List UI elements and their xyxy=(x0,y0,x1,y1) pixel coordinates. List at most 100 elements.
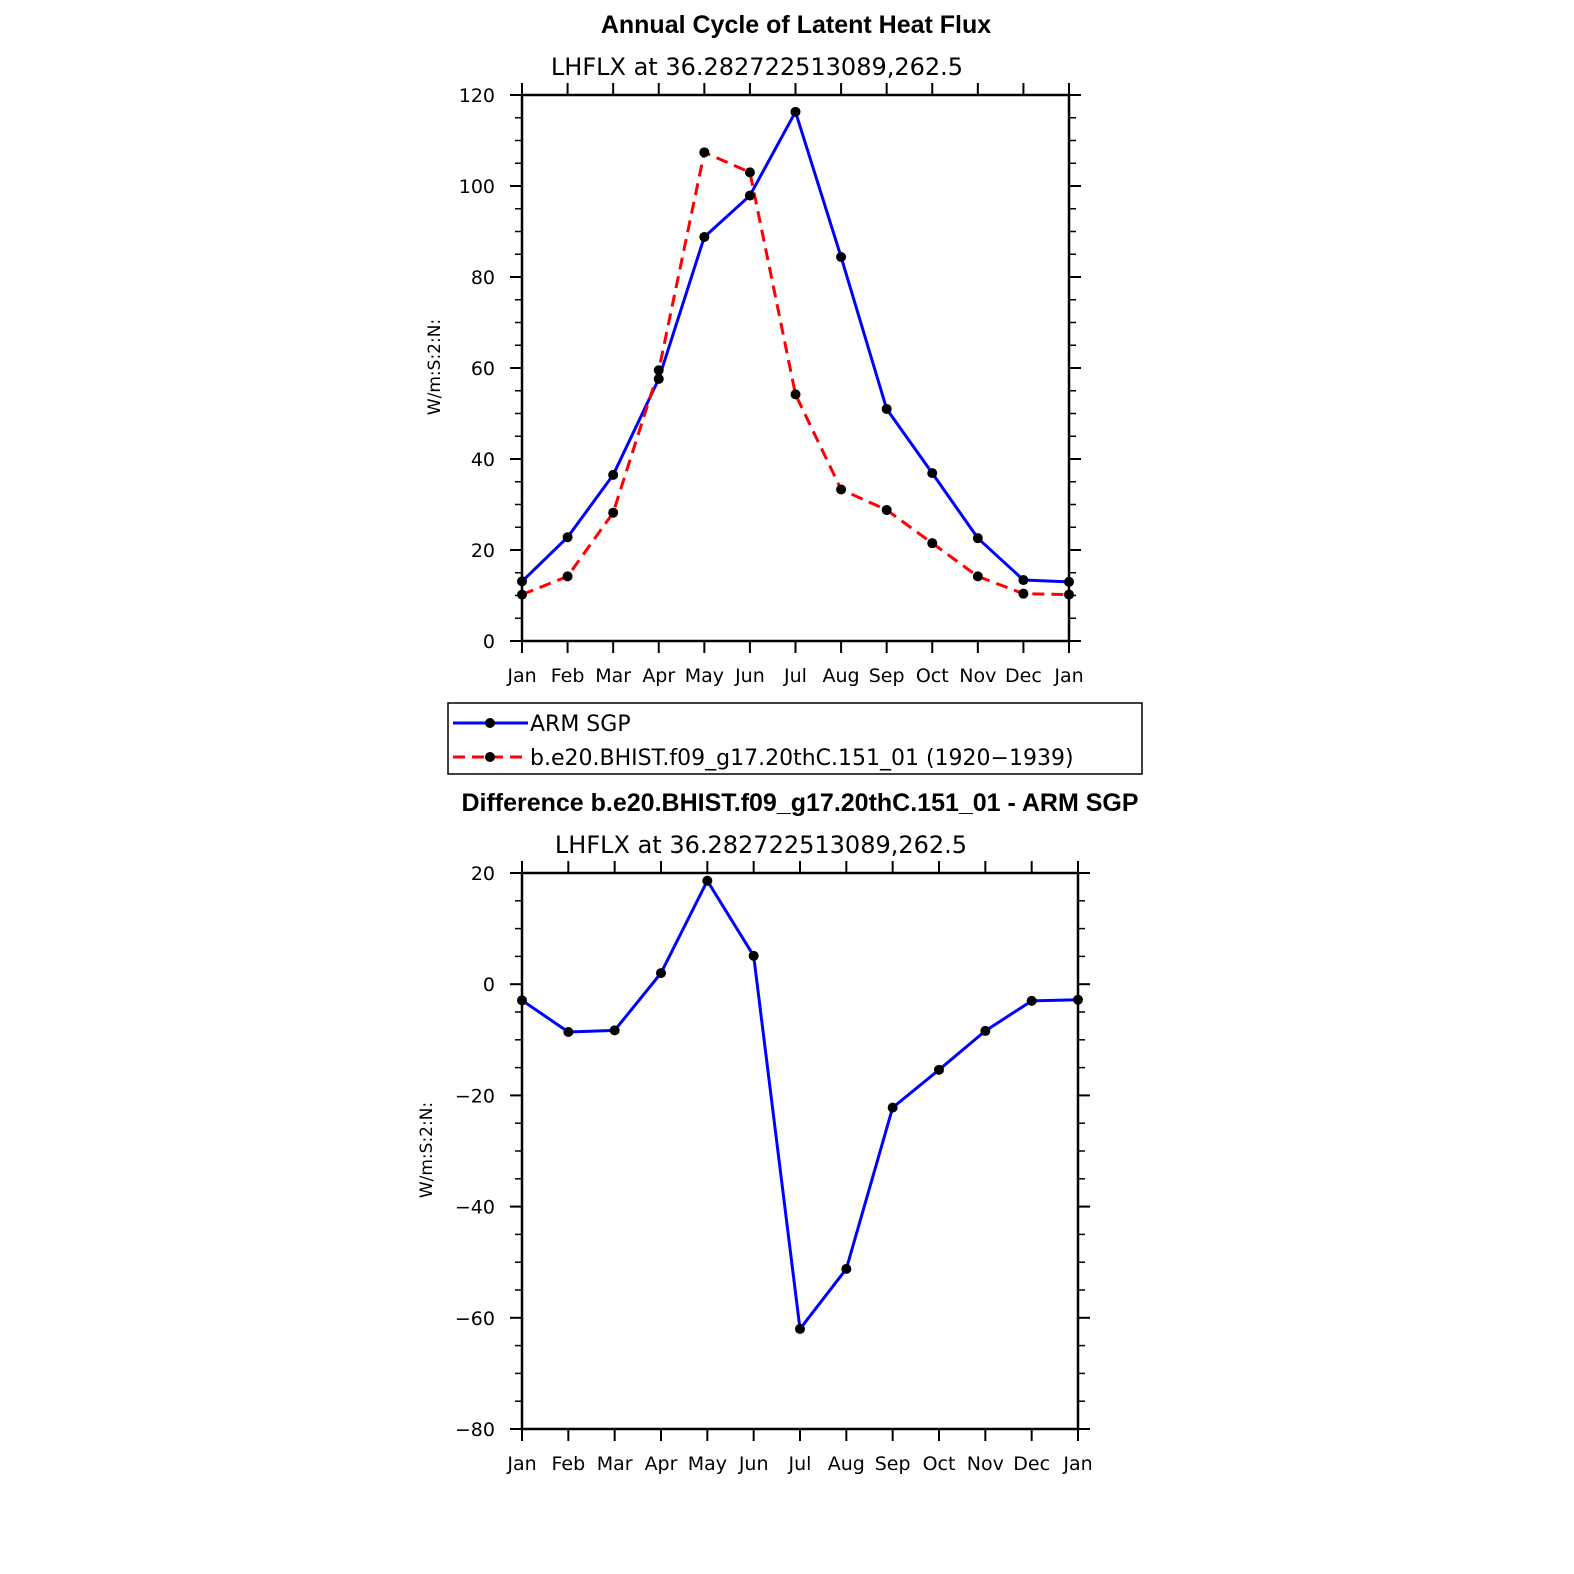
data-point xyxy=(744,190,755,201)
y-tick-label: 100 xyxy=(459,176,495,198)
x-tick-label: Feb xyxy=(551,665,585,687)
x-tick-label: Jan xyxy=(506,665,536,687)
x-tick-label: Oct xyxy=(923,1453,956,1475)
x-tick-label: Apr xyxy=(642,665,675,687)
y-axis-label: W/m:S:2:N: xyxy=(425,319,445,415)
data-point xyxy=(653,365,664,376)
data-point xyxy=(980,1025,991,1036)
x-tick-label: Dec xyxy=(1005,665,1042,687)
chart-subtitle: LHFLX at 36.282722513089,262.5 xyxy=(555,831,967,859)
y-tick-labels: 0 20 40 60 80 100 120 xyxy=(459,85,495,653)
y-axis-label: W/m:S:2:N: xyxy=(417,1102,437,1198)
data-point xyxy=(653,373,664,384)
x-tick-label: Nov xyxy=(959,665,996,687)
data-point xyxy=(608,469,619,480)
x-tick-labels: Jan Feb Mar Apr May Jun Jul Aug Sep Oct Nov Dec Jan xyxy=(506,1453,1092,1475)
data-point xyxy=(972,533,983,544)
data-point xyxy=(1018,588,1029,599)
y-tick-label: 20 xyxy=(471,863,495,885)
y-tick-label: −60 xyxy=(455,1308,495,1330)
x-tick-label: Jun xyxy=(734,665,765,687)
series-line xyxy=(521,879,1079,1331)
data-point xyxy=(927,538,938,549)
data-point xyxy=(563,1027,574,1038)
y-tick-label: 80 xyxy=(471,267,495,289)
x-tick-label: Jun xyxy=(738,1453,769,1475)
data-point xyxy=(608,507,619,518)
x-tick-label: Jan xyxy=(1053,665,1083,687)
y-tick-label: 60 xyxy=(471,358,495,380)
x-tick-label: Mar xyxy=(595,665,631,687)
legend: ARM SGP b.e20.BHIST.f09_g17.20thC.151_01… xyxy=(447,702,1143,775)
y-tick-label: 40 xyxy=(471,449,495,471)
x-tick-label: Jan xyxy=(1062,1453,1092,1475)
x-tick-label: Aug xyxy=(823,665,860,687)
x-tick-label: Apr xyxy=(645,1453,678,1475)
tick-marks xyxy=(510,861,1090,1441)
y-tick-label: −80 xyxy=(455,1419,495,1441)
data-point xyxy=(656,968,666,979)
legend-box xyxy=(447,702,1143,775)
x-tick-label: Jan xyxy=(506,1453,536,1475)
data-point xyxy=(881,403,892,414)
y-tick-label: 0 xyxy=(483,974,495,996)
data-point xyxy=(841,1263,852,1274)
legend-label-arm: ARM SGP xyxy=(530,712,631,737)
data-point xyxy=(881,504,892,515)
data-point xyxy=(699,147,710,158)
tick-marks xyxy=(510,83,1081,653)
data-series xyxy=(517,106,1074,600)
data-point xyxy=(934,1064,944,1075)
x-tick-label: Jul xyxy=(783,665,807,687)
data-point xyxy=(836,484,847,495)
data-point xyxy=(790,389,801,400)
data-point xyxy=(748,950,759,961)
chart-subtitle: LHFLX at 36.282722513089,262.5 xyxy=(551,53,963,81)
series-line xyxy=(521,150,1070,597)
y-tick-label: −40 xyxy=(455,1197,495,1219)
data-point xyxy=(887,1102,898,1113)
x-tick-label: Sep xyxy=(869,665,905,687)
data-point xyxy=(699,231,710,242)
x-tick-label: Aug xyxy=(828,1453,865,1475)
legend-marker-arm xyxy=(485,718,495,728)
legend-marker-model xyxy=(485,752,495,762)
x-tick-label: Mar xyxy=(597,1453,633,1475)
x-tick-label: Jul xyxy=(788,1453,812,1475)
plot-frame xyxy=(520,871,1080,1431)
data-point xyxy=(609,1025,620,1036)
x-tick-label: May xyxy=(685,665,724,687)
chart-title: Difference b.e20.BHIST.f09_g17.20thC.151… xyxy=(461,789,1138,817)
data-point xyxy=(562,532,573,543)
x-tick-label: Sep xyxy=(875,1453,911,1475)
x-tick-label: Oct xyxy=(916,665,949,687)
y-tick-label: −20 xyxy=(455,1085,495,1107)
y-tick-label: 20 xyxy=(471,540,495,562)
data-point xyxy=(744,167,755,178)
y-tick-labels: −80 −60 −40 −20 0 20 xyxy=(455,863,495,1441)
legend-label-model: b.e20.BHIST.f09_g17.20thC.151_01 (1920−1… xyxy=(530,746,1074,771)
plot-frame xyxy=(520,93,1071,643)
difference-chart: Difference b.e20.BHIST.f09_g17.20thC.151… xyxy=(417,789,1139,1475)
series-line xyxy=(520,110,1070,584)
x-tick-label: Dec xyxy=(1013,1453,1050,1475)
data-point xyxy=(1026,995,1037,1006)
data-point xyxy=(790,106,801,117)
data-series xyxy=(517,875,1083,1334)
x-tick-labels: Jan Feb Mar Apr May Jun Jul Aug Sep Oct Nov Dec Jan xyxy=(506,665,1083,687)
data-point xyxy=(927,468,938,479)
data-point xyxy=(1018,575,1029,586)
data-point xyxy=(702,875,713,886)
data-point xyxy=(795,1323,805,1334)
data-point xyxy=(836,251,847,262)
x-tick-label: May xyxy=(688,1453,727,1475)
y-tick-label: 120 xyxy=(459,85,495,107)
chart-title: Annual Cycle of Latent Heat Flux xyxy=(601,11,991,39)
data-point xyxy=(972,571,983,582)
data-point xyxy=(562,571,573,582)
annual-cycle-chart: Annual Cycle of Latent Heat Flux LHFLX a… xyxy=(425,11,1084,687)
x-tick-label: Feb xyxy=(552,1453,586,1475)
y-tick-label: 0 xyxy=(483,631,495,653)
x-tick-label: Nov xyxy=(967,1453,1004,1475)
